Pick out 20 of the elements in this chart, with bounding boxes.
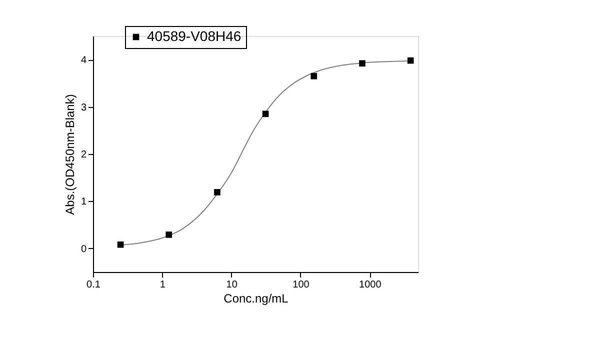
point: [117, 241, 124, 248]
y-tick-label: 1: [80, 196, 87, 208]
y-tick-label: 2: [80, 150, 87, 160]
x-tick-label: 0.1: [86, 280, 101, 290]
x-tick-label: 10: [226, 280, 238, 290]
point: [214, 189, 220, 196]
point: [407, 57, 414, 64]
x-tick-label: 1000: [359, 280, 382, 290]
point: [262, 110, 269, 118]
y-tick-label: 0: [80, 244, 87, 255]
y-tick-label: 4: [80, 55, 87, 66]
x-tick-label: 1: [160, 280, 166, 290]
point: [166, 232, 172, 238]
y-tick-label: 3: [80, 102, 87, 114]
x-axis-title: Conc.ng/mL: [224, 292, 289, 306]
x-tick-label: 100: [292, 280, 310, 290]
y-axis-title: Abs.(OD450nm-Blank): [62, 94, 77, 215]
legend-label: 40589-V08H46: [147, 28, 242, 44]
point: [359, 60, 366, 67]
point: [310, 72, 318, 80]
